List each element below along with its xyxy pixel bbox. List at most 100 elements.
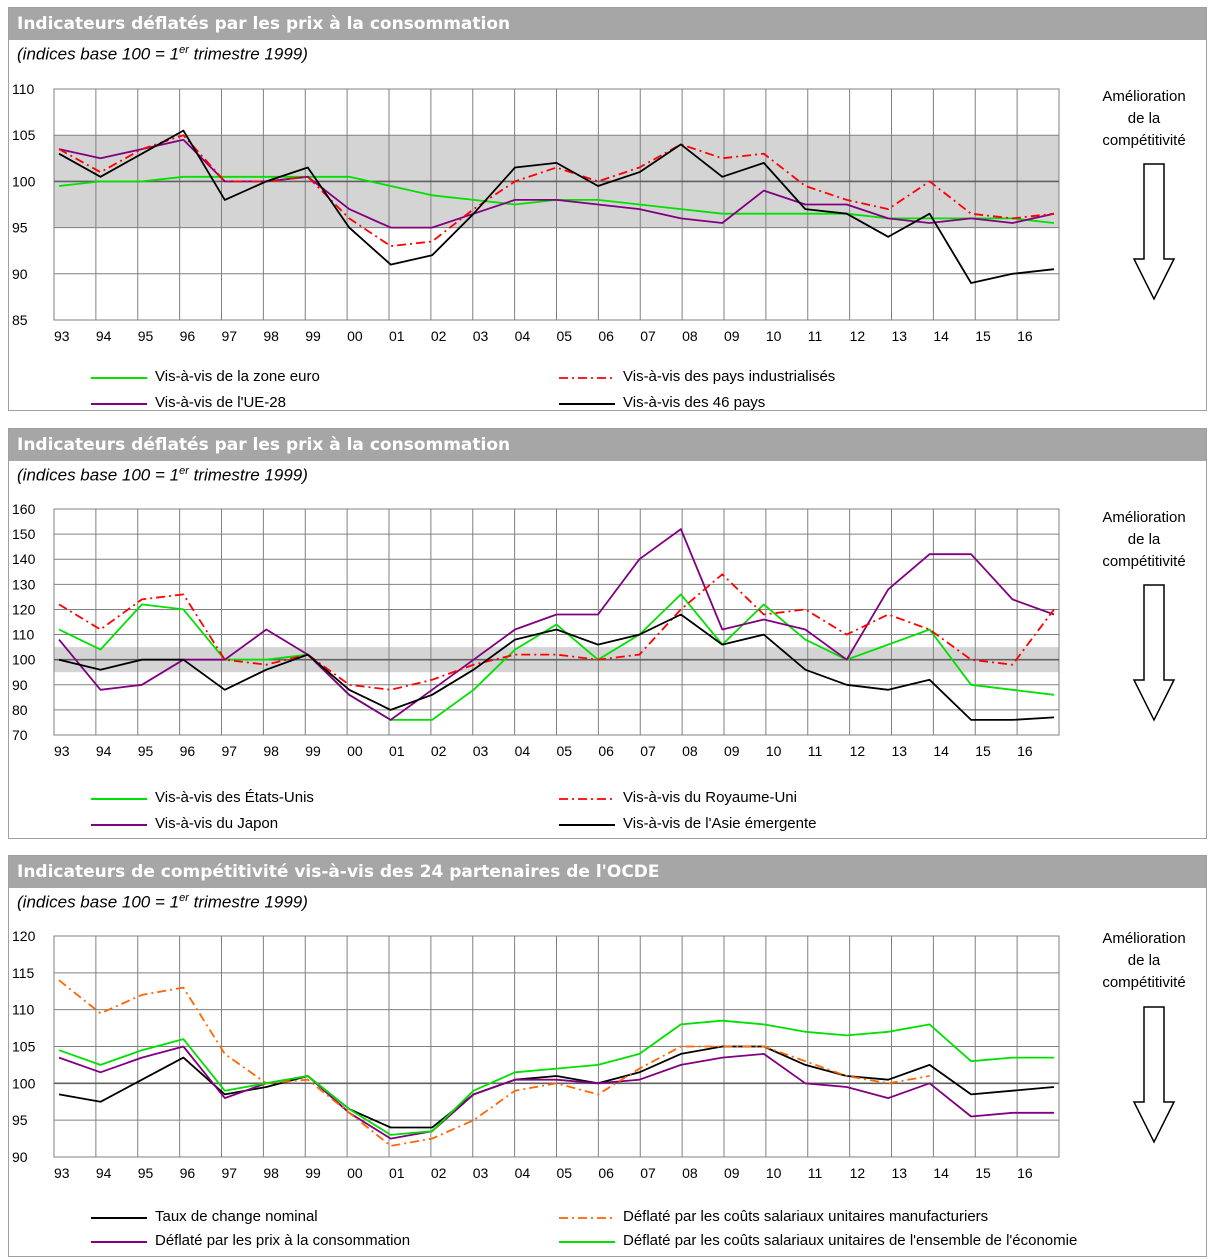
y-tick-label: 90	[12, 677, 28, 693]
y-tick-label: 100	[12, 652, 36, 668]
x-tick-label: 06	[598, 743, 614, 759]
y-tick-label: 105	[12, 127, 36, 143]
x-tick-label: 93	[54, 1165, 70, 1181]
legend-label: Déflaté par les prix à la consommation	[155, 1232, 411, 1249]
annotation-line-3: compétitivité	[1102, 132, 1186, 149]
x-tick-label: 98	[263, 1165, 279, 1181]
legend-label: Déflaté par les coûts salariaux unitaire…	[623, 1232, 1078, 1249]
x-tick-label: 06	[598, 1165, 614, 1181]
y-tick-label: 100	[12, 173, 36, 189]
series-line	[58, 129, 1055, 284]
series-line	[58, 528, 1055, 721]
series-line	[58, 613, 1055, 721]
improvement-annotation: Amélioration de la compétitivité	[1088, 928, 1200, 994]
annotation-line-2: de la	[1127, 531, 1161, 548]
y-tick-label: 105	[12, 1039, 36, 1055]
x-tick-label: 93	[54, 328, 70, 344]
x-tick-label: 06	[598, 328, 614, 344]
subtitle-end: trimestre 1999)	[188, 465, 308, 485]
x-tick-label: 09	[724, 743, 740, 759]
x-tick-label: 02	[431, 1165, 447, 1181]
chart-panel-2: Indicateurs déflatés par les prix à la c…	[8, 428, 1207, 839]
x-tick-label: 00	[347, 743, 363, 759]
x-tick-label: 96	[180, 743, 196, 759]
x-tick-label: 04	[515, 743, 531, 759]
x-tick-label: 97	[222, 1165, 238, 1181]
x-tick-label: 07	[640, 328, 656, 344]
x-tick-label: 09	[724, 328, 740, 344]
panel-subtitle: (indices base 100 = 1er trimestre 1999)	[17, 892, 308, 913]
x-tick-label: 15	[975, 743, 991, 759]
annotation-line-3: compétitivité	[1102, 553, 1186, 570]
series-line	[58, 979, 930, 1147]
annotation-line-2: de la	[1127, 952, 1161, 969]
x-tick-label: 12	[850, 743, 866, 759]
x-tick-label: 14	[933, 328, 949, 344]
legend-label: Déflaté par les coûts salariaux unitaire…	[623, 1208, 989, 1225]
x-tick-label: 01	[389, 743, 405, 759]
arrow-down-icon	[1132, 1006, 1176, 1144]
x-tick-label: 03	[473, 1165, 489, 1181]
x-tick-label: 96	[180, 328, 196, 344]
subtitle-sup: er	[179, 465, 189, 477]
y-tick-label: 130	[12, 576, 36, 592]
chart-panel-3: Indicateurs de compétitivité vis-à-vis d…	[8, 855, 1207, 1257]
x-tick-label: 14	[933, 743, 949, 759]
x-tick-label: 94	[96, 743, 112, 759]
improvement-annotation: Amélioration de la compétitivité	[1088, 507, 1200, 573]
x-tick-label: 03	[473, 328, 489, 344]
legend-label: Vis-à-vis du Royaume-Uni	[623, 789, 797, 806]
subtitle-sup: er	[179, 44, 189, 56]
x-tick-label: 02	[431, 328, 447, 344]
y-tick-label: 110	[12, 1002, 35, 1018]
x-tick-label: 07	[640, 1165, 656, 1181]
x-tick-label: 11	[808, 1165, 823, 1181]
panel-title: Indicateurs de compétitivité vis-à-vis d…	[9, 856, 1206, 888]
x-tick-label: 00	[347, 328, 363, 344]
x-tick-label: 13	[892, 1165, 908, 1181]
x-tick-label: 05	[557, 743, 573, 759]
x-tick-label: 08	[682, 328, 698, 344]
legend-label: Vis-à-vis des 46 pays	[623, 394, 766, 411]
series-line	[58, 1045, 1055, 1129]
x-tick-label: 99	[305, 328, 321, 344]
subtitle-end: trimestre 1999)	[188, 892, 308, 912]
series-line	[58, 138, 1055, 229]
x-tick-label: 00	[347, 1165, 363, 1181]
x-tick-label: 95	[138, 328, 154, 344]
x-tick-label: 99	[305, 1165, 321, 1181]
subtitle-text: (indices base 100 = 1	[17, 44, 180, 64]
x-tick-label: 10	[766, 1165, 782, 1181]
y-tick-label: 90	[12, 266, 28, 282]
x-tick-label: 09	[724, 1165, 740, 1181]
y-tick-label: 95	[12, 220, 28, 236]
x-tick-label: 12	[850, 328, 866, 344]
x-tick-label: 10	[766, 743, 782, 759]
x-tick-label: 08	[682, 1165, 698, 1181]
y-tick-label: 100	[12, 1075, 36, 1091]
x-tick-label: 03	[473, 743, 489, 759]
series-line	[58, 1019, 1054, 1136]
y-tick-label: 115	[12, 965, 35, 981]
x-tick-label: 97	[222, 743, 238, 759]
x-tick-label: 11	[808, 743, 823, 759]
x-tick-label: 98	[263, 743, 279, 759]
arrow-down-icon	[1132, 584, 1176, 722]
legend-label: Vis-à-vis de l'UE-28	[155, 394, 286, 411]
legend-label: Vis-à-vis du Japon	[155, 815, 279, 832]
y-tick-label: 90	[12, 1149, 28, 1165]
y-tick-label: 160	[12, 501, 36, 517]
line-chart-3: 90 95 100 105 110 115 120 93 94 95 96 97 98 99 00 01 02 0…	[12, 928, 1060, 1181]
y-tick-label: 95	[12, 1112, 28, 1128]
y-tick-label: 140	[12, 551, 36, 567]
x-tick-label: 08	[682, 743, 698, 759]
x-tick-label: 94	[96, 1165, 112, 1181]
x-tick-label: 14	[933, 1165, 949, 1181]
subtitle-end: trimestre 1999)	[188, 44, 308, 64]
annotation-line-1: Amélioration	[1102, 88, 1186, 105]
x-tick-label: 16	[1017, 1165, 1033, 1181]
x-tick-label: 13	[892, 743, 908, 759]
chart-panel-1: Indicateurs déflatés par les prix à la c…	[8, 7, 1207, 411]
x-tick-label: 10	[766, 328, 782, 344]
y-tick-label: 110	[12, 81, 35, 97]
